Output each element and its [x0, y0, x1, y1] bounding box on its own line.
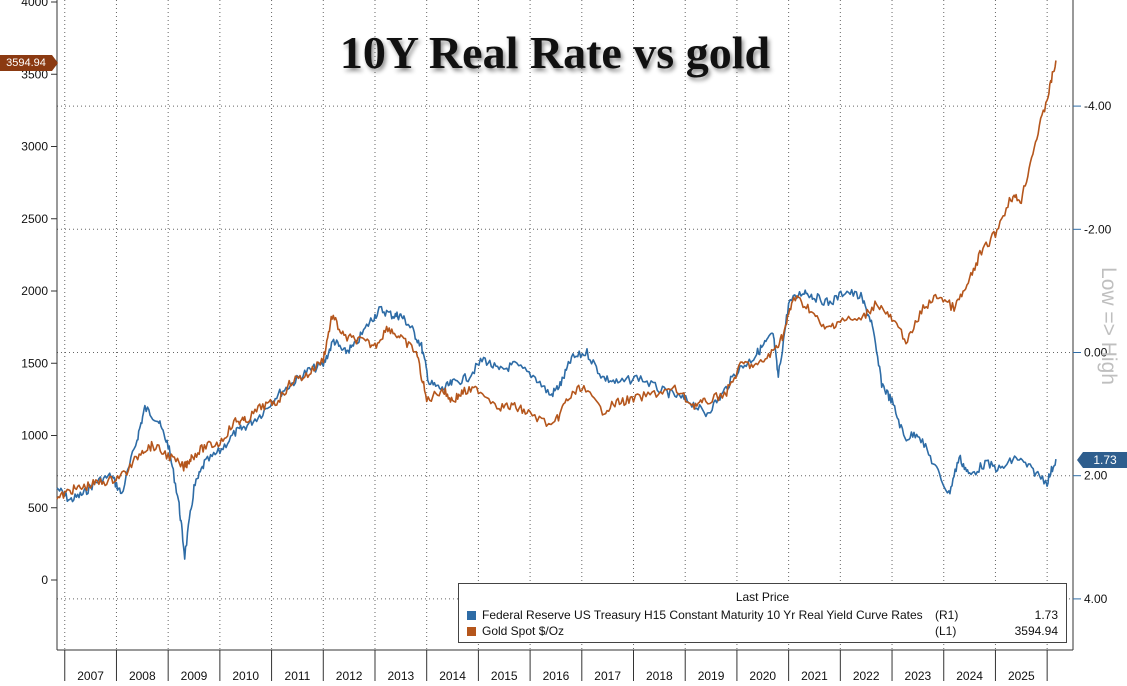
axes: 2007 2008 2009 2010 2011 2012 2013 2014 2015 2016… — [21, 0, 1112, 683]
legend-swatch-gold — [467, 627, 476, 636]
legend-value-gold: 3594.94 — [1014, 624, 1058, 638]
x-tick-label: 2016 — [543, 669, 570, 681]
left-tick-label: 2000 — [21, 284, 48, 298]
gridlines — [57, 0, 1073, 650]
x-tick-label: 2018 — [646, 669, 673, 681]
x-tick-label: 2009 — [181, 669, 208, 681]
x-tick-label: 2022 — [853, 669, 880, 681]
chart-title: 10Y Real Rate vs gold — [339, 27, 771, 78]
x-tick-label: 2024 — [956, 669, 983, 681]
left-tick-label: 4000 — [21, 0, 48, 9]
legend-value-real-yield: 1.73 — [1034, 608, 1058, 622]
x-tick-label: 2021 — [801, 669, 828, 681]
series-line-gold — [56, 60, 1057, 500]
x-tick-label: 2013 — [387, 669, 414, 681]
legend-swatch-real-yield — [467, 611, 476, 620]
x-tick-label: 2023 — [905, 669, 932, 681]
series-line-real-yield — [56, 288, 1057, 560]
left-tick-label: 2500 — [21, 212, 48, 226]
right-axis-label-text: Low => High — [1097, 267, 1120, 385]
x-tick-label: 2025 — [1008, 669, 1035, 681]
right-tick-label: -4.00 — [1084, 99, 1112, 113]
right-tick-label: -2.00 — [1084, 222, 1112, 236]
left-last-price-tag: 3594.94 — [0, 55, 52, 71]
legend-item-gold: Gold Spot $/Oz (L1) 3594.94 — [467, 624, 1058, 640]
legend-name-real-yield: Federal Reserve US Treasury H15 Constant… — [482, 608, 923, 622]
legend-axis-real-yield: (R1) — [935, 608, 959, 622]
right-tick-label: 0.00 — [1084, 346, 1108, 360]
left-tick-label: 500 — [28, 501, 48, 515]
right-tick-label: 2.00 — [1084, 469, 1108, 483]
legend-name-gold: Gold Spot $/Oz — [482, 624, 565, 638]
x-tick-label: 2017 — [594, 669, 621, 681]
x-tick-label: 2010 — [232, 669, 259, 681]
legend-item-real-yield: Federal Reserve US Treasury H15 Constant… — [467, 608, 1058, 624]
left-tick-label: 0 — [41, 573, 48, 587]
legend-header: Last Price — [735, 590, 790, 604]
x-tick-label: 2014 — [439, 669, 466, 681]
right-axis-label: Low => High — [1097, 267, 1120, 385]
x-tick-label: 2015 — [491, 669, 518, 681]
series-lines — [56, 60, 1057, 560]
left-tick-label: 1000 — [21, 429, 48, 443]
left-tick-label: 3000 — [21, 140, 48, 154]
x-tick-label: 2007 — [77, 669, 104, 681]
x-tick-label: 2011 — [285, 669, 311, 681]
x-tick-label: 2008 — [129, 669, 156, 681]
x-tick-label: 2020 — [749, 669, 776, 681]
right-last-price-tag: 1.73 — [1083, 452, 1127, 468]
right-tick-label: 4.00 — [1084, 592, 1108, 606]
left-last-price-pointer — [52, 55, 58, 71]
left-tick-label: 1500 — [21, 356, 48, 370]
right-last-price-pointer — [1077, 452, 1083, 468]
x-tick-label: 2019 — [698, 669, 725, 681]
x-tick-label: 2012 — [336, 669, 363, 681]
legend: Last Price Federal Reserve US Treasury H… — [458, 583, 1067, 643]
legend-axis-gold: (L1) — [935, 624, 957, 638]
